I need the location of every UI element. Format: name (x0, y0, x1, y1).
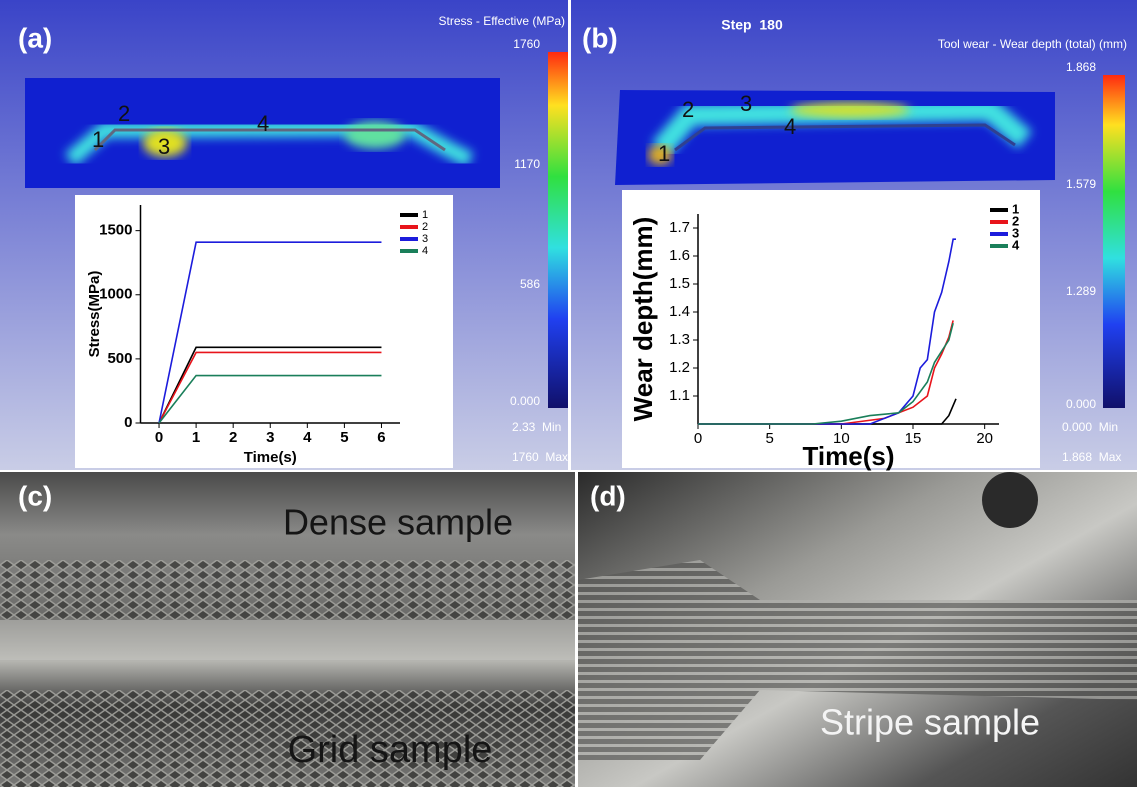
y-tick-label: 0 (124, 414, 132, 431)
colorbar-title: Stress - Effective (MPa) (439, 14, 565, 28)
legend-label: 2 (422, 221, 428, 233)
point-label: 4 (257, 111, 269, 136)
photo-c (0, 472, 575, 787)
y-tick-label: 1500 (99, 222, 132, 239)
caption: Grid sample (288, 729, 493, 771)
x-tick-label: 0 (155, 429, 163, 446)
caption: Dense sample (283, 502, 513, 543)
point-label: 3 (158, 134, 170, 159)
legend-label: 2 (1012, 213, 1019, 228)
legend-label: 3 (422, 233, 428, 245)
y-tick-label: 1.6 (669, 247, 690, 264)
min-label: 2.33 Min (512, 420, 561, 434)
step-label: Step 180 (721, 17, 783, 33)
x-tick-label: 2 (229, 429, 237, 446)
y-tick-label: 1000 (99, 286, 132, 303)
max-label: 1760 Max (512, 450, 568, 464)
panel-label: (b) (582, 22, 618, 53)
colorbar-label: 1760 (513, 37, 540, 51)
colorbar-label: 1.579 (1066, 177, 1096, 191)
legend-label: 1 (422, 209, 428, 221)
x-axis-label: Time(s) (803, 441, 895, 471)
series-line (698, 238, 956, 425)
x-tick-label: 15 (905, 430, 922, 447)
point-label: 4 (784, 114, 796, 139)
caption: Stripe sample (820, 702, 1040, 743)
colorbar-label: 1.868 (1066, 60, 1096, 74)
legend-label: 1 (1012, 201, 1019, 216)
point-label: 1 (658, 141, 670, 166)
panel-label: (c) (18, 480, 52, 511)
colorbar-label: 1.289 (1066, 284, 1096, 298)
y-tick-label: 1.3 (669, 331, 690, 348)
colorbar-label: 0.000 (510, 394, 540, 408)
y-tick-label: 500 (107, 350, 132, 367)
panel-label: (d) (590, 480, 626, 511)
min-label: 0.000 Min (1062, 420, 1118, 434)
colorbar (548, 52, 568, 408)
legend-label: 3 (1012, 225, 1019, 240)
y-tick-label: 1.5 (669, 275, 690, 292)
point-label: 2 (682, 97, 694, 122)
photo-d (578, 472, 1137, 787)
legend-label: 4 (1012, 237, 1020, 252)
colorbar-title: Tool wear - Wear depth (total) (mm) (938, 37, 1127, 51)
max-label: 1.868 Max (1062, 450, 1121, 464)
x-tick-label: 5 (765, 430, 773, 447)
simulation-b (615, 90, 1055, 185)
x-tick-label: 5 (340, 429, 348, 446)
y-tick-label: 1.2 (669, 359, 690, 376)
point-label: 2 (118, 101, 130, 126)
colorbar-label: 1170 (514, 157, 540, 171)
x-axis-label: Time(s) (244, 449, 297, 466)
y-tick-label: 1.1 (669, 387, 690, 404)
x-tick-label: 20 (976, 430, 993, 447)
x-tick-label: 0 (694, 430, 702, 447)
series-line (158, 351, 382, 424)
panel-label: (a) (18, 22, 52, 53)
legend-label: 4 (422, 245, 428, 257)
series-line (158, 374, 382, 424)
y-tick-label: 1.4 (669, 303, 690, 320)
colorbar-label: 586 (520, 277, 540, 291)
y-tick-label: 1.7 (669, 219, 690, 236)
x-tick-label: 1 (192, 429, 200, 446)
y-axis-label: Stress(MPa) (86, 271, 103, 358)
series-line (698, 323, 954, 425)
series-line (158, 241, 382, 424)
y-axis-label: Wear depth(mm) (628, 217, 658, 422)
point-label: 1 (92, 127, 104, 152)
x-tick-label: 6 (377, 429, 385, 446)
x-tick-label: 10 (833, 430, 850, 447)
simulation-a (25, 78, 500, 188)
colorbar-label: 0.000 (1066, 397, 1096, 411)
x-tick-label: 3 (266, 429, 274, 446)
point-label: 3 (740, 91, 752, 116)
x-tick-label: 4 (303, 429, 312, 446)
colorbar (1103, 75, 1125, 408)
